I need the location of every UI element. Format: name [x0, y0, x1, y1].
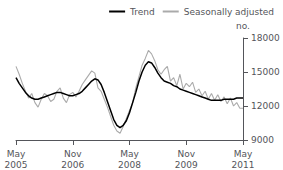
- svg-text:Nov: Nov: [64, 149, 82, 159]
- svg-text:May: May: [234, 149, 253, 159]
- svg-text:Trend: Trend: [129, 7, 155, 17]
- svg-text:Seasonally adjusted: Seasonally adjusted: [184, 7, 274, 17]
- svg-text:2009: 2009: [175, 160, 198, 170]
- svg-text:15000: 15000: [251, 67, 280, 77]
- svg-text:Nov: Nov: [177, 149, 195, 159]
- svg-text:18000: 18000: [251, 33, 280, 43]
- svg-text:2006: 2006: [61, 160, 84, 170]
- svg-text:May: May: [120, 149, 139, 159]
- svg-text:2008: 2008: [118, 160, 141, 170]
- svg-text:12000: 12000: [251, 101, 280, 111]
- svg-text:2011: 2011: [232, 160, 255, 170]
- svg-text:9000: 9000: [251, 135, 274, 145]
- svg-text:May: May: [7, 149, 26, 159]
- svg-text:no.: no.: [236, 21, 250, 31]
- svg-text:2005: 2005: [5, 160, 28, 170]
